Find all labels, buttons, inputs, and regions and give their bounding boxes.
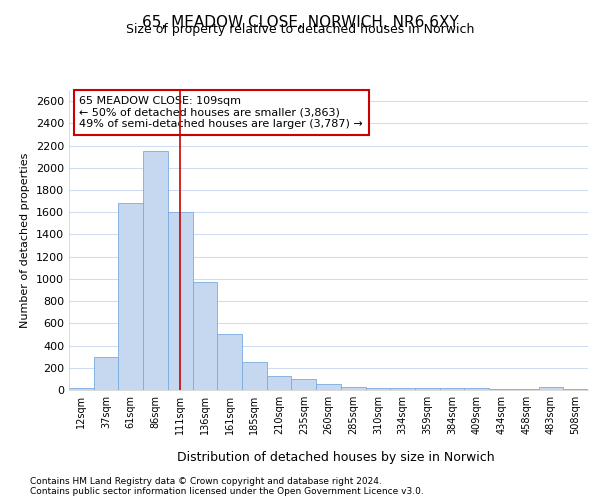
- Bar: [440, 388, 464, 390]
- Bar: [143, 151, 168, 390]
- Bar: [316, 384, 341, 390]
- Bar: [217, 334, 242, 390]
- Bar: [390, 388, 415, 390]
- Text: Contains HM Land Registry data © Crown copyright and database right 2024.: Contains HM Land Registry data © Crown c…: [30, 476, 382, 486]
- Bar: [415, 388, 440, 390]
- Bar: [464, 388, 489, 390]
- Bar: [341, 386, 365, 390]
- Bar: [365, 388, 390, 390]
- Bar: [267, 376, 292, 390]
- Bar: [242, 362, 267, 390]
- Bar: [489, 389, 514, 390]
- Bar: [94, 356, 118, 390]
- Text: 65, MEADOW CLOSE, NORWICH, NR6 6XY: 65, MEADOW CLOSE, NORWICH, NR6 6XY: [142, 15, 458, 30]
- Text: Contains public sector information licensed under the Open Government Licence v3: Contains public sector information licen…: [30, 486, 424, 496]
- Bar: [168, 212, 193, 390]
- Y-axis label: Number of detached properties: Number of detached properties: [20, 152, 31, 328]
- Bar: [118, 204, 143, 390]
- Bar: [193, 282, 217, 390]
- Bar: [539, 387, 563, 390]
- Bar: [69, 388, 94, 390]
- Text: Size of property relative to detached houses in Norwich: Size of property relative to detached ho…: [126, 22, 474, 36]
- Text: 65 MEADOW CLOSE: 109sqm
← 50% of detached houses are smaller (3,863)
49% of semi: 65 MEADOW CLOSE: 109sqm ← 50% of detache…: [79, 96, 363, 129]
- Bar: [292, 379, 316, 390]
- Text: Distribution of detached houses by size in Norwich: Distribution of detached houses by size …: [177, 451, 495, 464]
